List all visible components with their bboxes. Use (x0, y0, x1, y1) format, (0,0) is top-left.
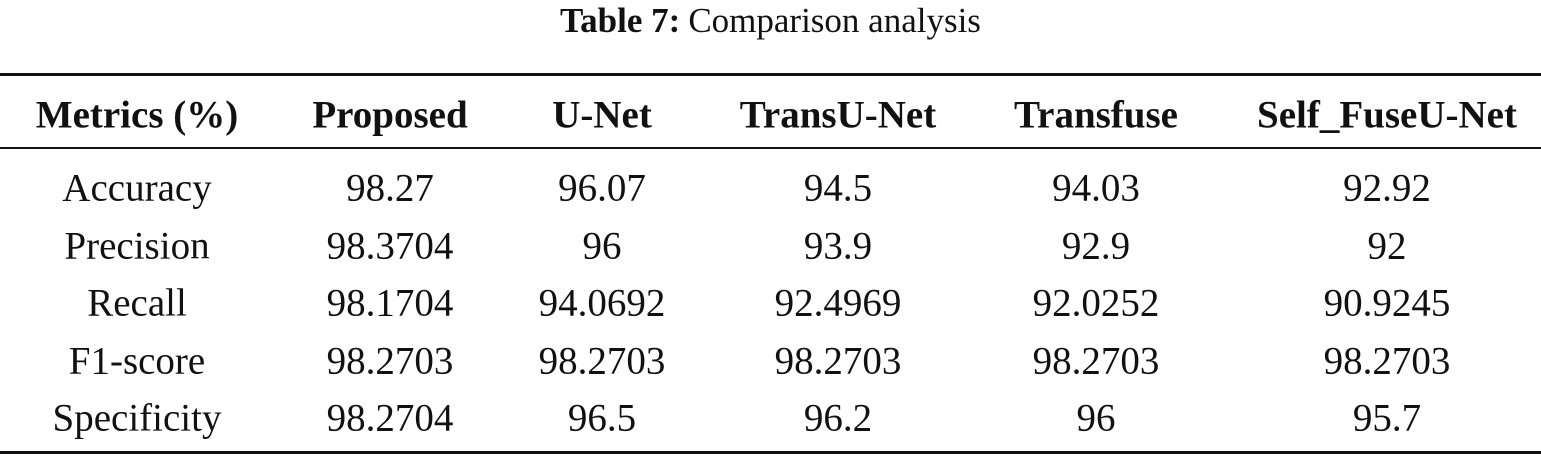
header-cell: Proposed (312, 93, 468, 137)
table-cell: 94.0692 (538, 281, 666, 325)
header-rule (0, 147, 1541, 149)
table-cell: 98.3704 (326, 224, 454, 267)
table-cell: 92.4969 (774, 281, 902, 325)
table-cell: 96 (582, 224, 622, 267)
row-label: Accuracy (62, 166, 212, 210)
table-cell: 96.2 (803, 396, 873, 440)
table-cell: 96 (1076, 396, 1116, 440)
table-cell: 92.0252 (1032, 281, 1160, 325)
header-cell: TransU-Net (739, 93, 937, 137)
table-cell: 93.9 (803, 224, 873, 267)
row-label: F1-score (68, 339, 206, 382)
table-cell: 94.5 (803, 166, 873, 210)
bottom-rule (0, 451, 1541, 454)
table-cell: 94.03 (1052, 166, 1140, 210)
table-caption: Table 7: Comparison analysis (0, 0, 1541, 42)
row-label: Recall (87, 281, 187, 325)
table-cell: 98.1704 (326, 281, 454, 325)
caption-text: Comparison analysis (688, 1, 981, 40)
table-cell: 95.7 (1352, 396, 1422, 440)
caption-label: Table 7: (560, 1, 681, 40)
top-rule (0, 73, 1541, 76)
table-cell: 98.2704 (326, 396, 454, 440)
header-cell: U-Net (552, 93, 652, 137)
table-cell: 98.2703 (538, 339, 666, 382)
table-cell: 92 (1367, 224, 1407, 267)
table-cell: 96.5 (567, 396, 637, 440)
table-cell: 98.27 (346, 166, 434, 210)
row-label: Specificity (52, 396, 222, 440)
table-cell: 98.2703 (1323, 339, 1451, 382)
table-cell: 98.2703 (326, 339, 454, 382)
table-cell: 92.9 (1061, 224, 1131, 267)
table-cell: 96.07 (558, 166, 646, 210)
table-cell: 98.2703 (1032, 339, 1160, 382)
table-cell: 98.2703 (774, 339, 902, 382)
header-cell: Metrics (%) (35, 93, 239, 137)
header-cell: Self_FuseU-Net (1257, 93, 1517, 137)
table-cell: 90.9245 (1323, 281, 1451, 325)
table-cell: 92.92 (1343, 166, 1431, 210)
header-cell: Transfuse (1014, 93, 1178, 137)
row-label: Precision (64, 224, 210, 267)
